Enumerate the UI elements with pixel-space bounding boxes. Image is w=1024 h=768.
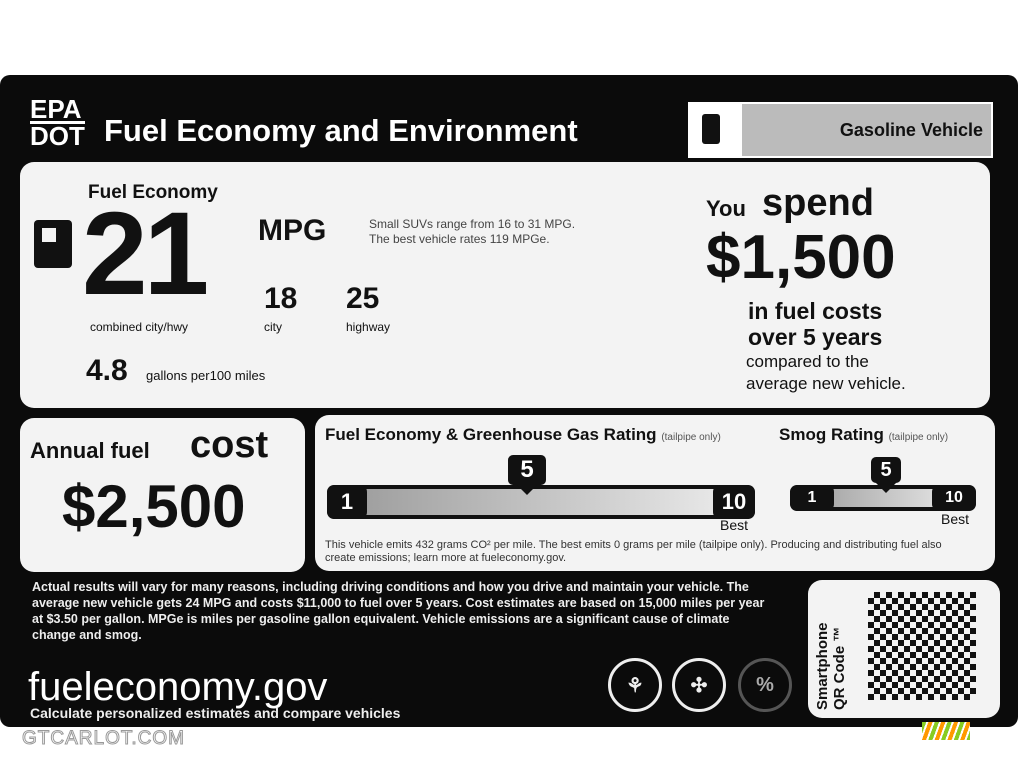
scale-min: 1 [327, 485, 367, 519]
ghg-rating-scale: 1 10 [327, 485, 755, 519]
agency-bottom: DOT [30, 121, 85, 151]
spend-line-3: compared to the [746, 352, 869, 371]
spend-line-4: average new vehicle. [746, 374, 906, 393]
smog-rating-marker: 5 [871, 457, 901, 493]
vehicle-type-box: Gasoline Vehicle [688, 102, 993, 158]
combined-label: combined city/hwy [90, 320, 189, 334]
fuel-pump-icon [34, 220, 72, 268]
highway-mpg: 25 [346, 282, 380, 315]
annual-cost-panel: Annual fuel cost $2,500 [20, 418, 305, 572]
city-mpg: 18 [264, 282, 298, 315]
website-link[interactable]: fueleconomy.gov [28, 665, 328, 709]
dot-seal-icon: ✣ [672, 658, 726, 712]
fuel-economy-heading: Fuel Economy [88, 182, 218, 203]
ghg-best-label: Best [720, 517, 749, 533]
epa-dot-logo: EPA DOT [30, 96, 85, 151]
watermark: GTCARLOT.COM [22, 728, 185, 750]
agency-top: EPA [30, 96, 85, 124]
percent-seal-icon: % [738, 658, 792, 712]
cost-word: cost [190, 424, 269, 466]
qr-label: Smartphone QR Code ™ [814, 622, 848, 710]
mpg-unit: MPG [258, 214, 327, 247]
qr-panel: Smartphone QR Code ™ [808, 580, 1000, 718]
fuel-economy-panel: Fuel Economy 21 MPG combined city/hwy 18… [20, 162, 990, 408]
best-vehicle-note: The best vehicle rates 119 MPGe. [369, 232, 550, 246]
vehicle-type: Gasoline Vehicle [839, 120, 983, 140]
label-title: Fuel Economy and Environment [104, 113, 578, 148]
spend-word: spend [762, 182, 874, 224]
spend-you: You [706, 196, 746, 221]
scale-max: 10 [932, 485, 976, 511]
ratings-panel: Fuel Economy & Greenhouse Gas Rating (ta… [315, 415, 995, 571]
fuel-pump-icon [690, 104, 742, 156]
epa-seal-icon: ⚘ [608, 658, 662, 712]
qr-code-icon[interactable] [868, 592, 976, 700]
website-subtitle: Calculate personalized estimates and com… [30, 705, 401, 721]
spend-line-1: in fuel costs [748, 298, 883, 324]
ghg-rating-title: Fuel Economy & Greenhouse Gas Rating (ta… [325, 425, 721, 444]
annual-fuel-label: Annual fuel [30, 438, 150, 463]
five-year-spend: $1,500 [706, 223, 896, 292]
spend-line-2: over 5 years [748, 324, 883, 350]
smog-rating-title: Smog Rating (tailpipe only) [779, 425, 949, 444]
fuel-economy-label: EPA DOT Fuel Economy and Environment Gas… [0, 75, 1018, 727]
disclaimer: Actual results will vary for many reason… [32, 580, 765, 642]
scale-max: 10 [713, 485, 755, 519]
city-label: city [264, 320, 282, 334]
smog-best-label: Best [941, 511, 970, 527]
range-note: Small SUVs range from 16 to 31 MPG. [369, 217, 576, 231]
gallons-label: gallons per100 miles [146, 368, 266, 383]
ghg-rating-marker: 5 [508, 455, 546, 495]
highway-label: highway [346, 320, 391, 334]
watermark-logo-icon [922, 722, 970, 740]
gallons-per-100: 4.8 [86, 354, 128, 387]
annual-cost: $2,500 [62, 473, 246, 540]
combined-mpg: 21 [82, 188, 209, 320]
smog-rating-scale: 1 10 [790, 485, 976, 511]
scale-min: 1 [790, 485, 834, 511]
emissions-note: This vehicle emits 432 grams CO² per mil… [325, 539, 942, 564]
